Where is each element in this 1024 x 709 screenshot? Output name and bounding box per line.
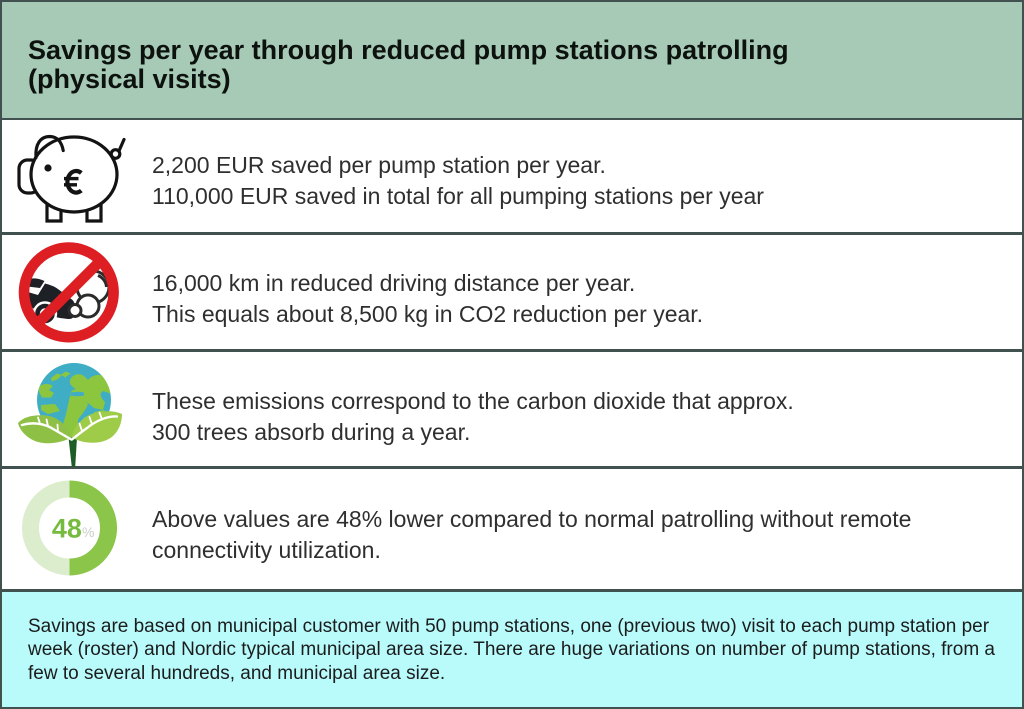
svg-text:48: 48	[52, 513, 82, 543]
svg-text:%: %	[82, 524, 94, 540]
